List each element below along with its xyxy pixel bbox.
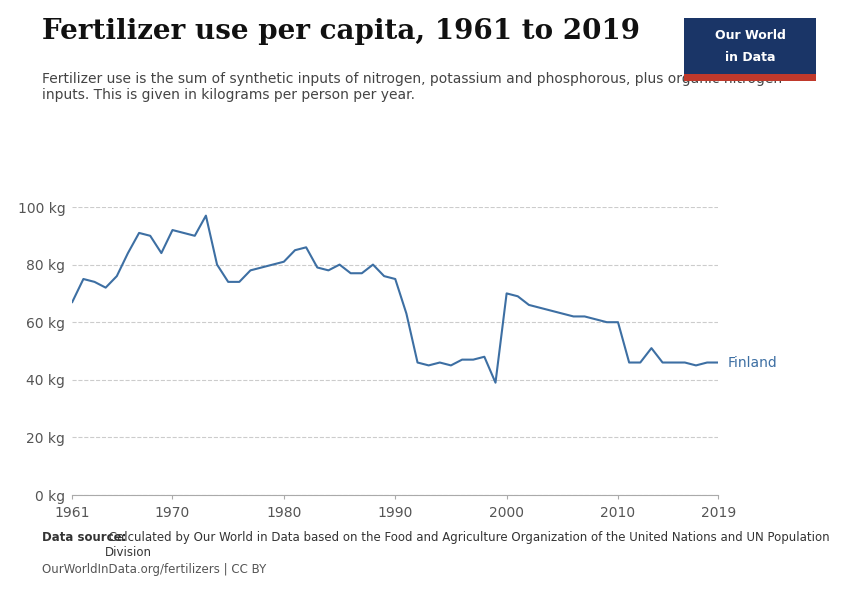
- Text: in Data: in Data: [725, 50, 775, 64]
- Text: Data source:: Data source:: [42, 531, 127, 544]
- Text: Fertilizer use is the sum of synthetic inputs of nitrogen, potassium and phospho: Fertilizer use is the sum of synthetic i…: [42, 72, 783, 102]
- Text: Fertilizer use per capita, 1961 to 2019: Fertilizer use per capita, 1961 to 2019: [42, 18, 641, 45]
- Text: Finland: Finland: [727, 356, 777, 370]
- Text: Calculated by Our World in Data based on the Food and Agriculture Organization o: Calculated by Our World in Data based on…: [105, 531, 829, 559]
- Text: Our World: Our World: [715, 29, 785, 42]
- Text: OurWorldInData.org/fertilizers | CC BY: OurWorldInData.org/fertilizers | CC BY: [42, 563, 267, 576]
